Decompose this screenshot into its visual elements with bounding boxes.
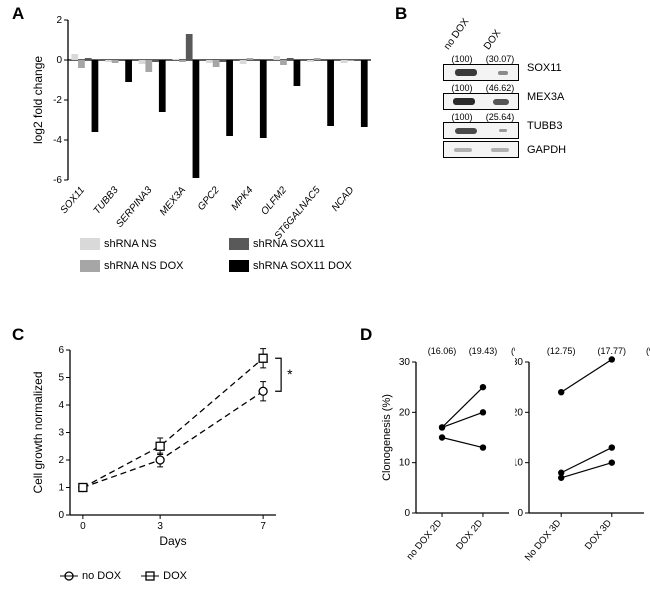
svg-text:TUBB3: TUBB3 (92, 185, 121, 217)
svg-text:0: 0 (80, 521, 86, 532)
svg-text:(%): (%) (646, 346, 650, 356)
panel-c-legend: no DOX DOX (60, 570, 187, 582)
svg-text:0: 0 (58, 510, 64, 521)
panel-b-blot: no DOXDOX(100)(30.07)SOX11(100)(46.62)ME… (415, 18, 630, 160)
svg-text:6: 6 (58, 345, 64, 356)
svg-text:(19.43): (19.43) (469, 346, 498, 356)
svg-text:7: 7 (260, 521, 266, 532)
svg-text:10: 10 (515, 458, 523, 469)
panel-c-chart: 0 1 2 3 4 5 6 0 3 7 Cell growth normalized Days * (30, 340, 300, 565)
svg-text:2: 2 (56, 15, 62, 26)
svg-text:(16.06): (16.06) (428, 346, 457, 356)
svg-text:2: 2 (58, 455, 64, 466)
legend-item: shRNA NS DOX (80, 257, 211, 275)
svg-text:*: * (287, 366, 293, 382)
svg-text:5: 5 (58, 373, 64, 384)
svg-text:3: 3 (58, 428, 64, 439)
figure: { "panelLabels": {"A":"A","B":"B","C":"C… (0, 0, 650, 603)
svg-text:20: 20 (399, 407, 411, 418)
svg-text:SOX11: SOX11 (58, 185, 87, 216)
svg-text:DOX 3D: DOX 3D (583, 518, 614, 552)
legend-item: shRNA NS (80, 235, 211, 253)
svg-text:-2: -2 (53, 95, 62, 106)
svg-text:-6: -6 (53, 175, 62, 186)
svg-text:MPK4: MPK4 (230, 185, 256, 213)
svg-text:OLFM2: OLFM2 (259, 185, 289, 218)
panel-d-right-chart: 0 10 20 30 (12.75) (17.77) (%) No DOX 3D DOX 3D (515, 340, 650, 565)
svg-text:4: 4 (58, 400, 64, 411)
panel-label-c: C (12, 325, 24, 345)
svg-text:-4: -4 (53, 135, 62, 146)
svg-text:0: 0 (517, 508, 523, 519)
panel-label-d: D (360, 325, 372, 345)
svg-text:Cell growth normalized: Cell growth normalized (31, 371, 45, 493)
panel-d-left-chart: 0102030Clonogenesis (%)(16.06)(19.43)(%)… (380, 340, 515, 565)
svg-text:1: 1 (58, 483, 64, 494)
svg-text:no DOX 2D: no DOX 2D (405, 518, 445, 562)
svg-text:Days: Days (159, 534, 186, 548)
svg-text:30: 30 (515, 357, 523, 368)
svg-text:0: 0 (404, 508, 410, 519)
legend-nodox: no DOX (60, 570, 121, 582)
panel-a-chart: -6 -4 -2 0 2 log2 fold change SOX11TUBB3SERPIN… (30, 12, 375, 272)
svg-text:20: 20 (515, 407, 523, 418)
svg-text:3: 3 (157, 521, 163, 532)
svg-text:DOX 2D: DOX 2D (454, 518, 485, 552)
svg-text:Clonogenesis (%): Clonogenesis (%) (381, 394, 393, 481)
legend-dox: DOX (141, 570, 187, 582)
svg-text:MEX3A: MEX3A (158, 185, 188, 218)
svg-text:SERPINA3: SERPINA3 (114, 185, 155, 230)
panel-a-legend: shRNA NS shRNA SOX11 shRNA NS DOX shRNA SOX… (80, 235, 360, 275)
panel-label-b: B (395, 4, 407, 24)
svg-text:0: 0 (56, 55, 62, 66)
panel-label-a: A (12, 4, 24, 24)
legend-item: shRNA SOX11 (229, 235, 360, 253)
svg-text:log2 fold change: log2 fold change (31, 56, 45, 144)
svg-text:(17.77): (17.77) (598, 346, 627, 356)
svg-text:GPC2: GPC2 (196, 185, 222, 213)
svg-text:(12.75): (12.75) (547, 346, 576, 356)
svg-text:30: 30 (399, 357, 411, 368)
legend-item: shRNA SOX11 DOX (229, 257, 360, 275)
svg-text:10: 10 (399, 458, 411, 469)
svg-text:No DOX 3D: No DOX 3D (523, 518, 564, 564)
svg-text:NCAD: NCAD (330, 185, 357, 214)
